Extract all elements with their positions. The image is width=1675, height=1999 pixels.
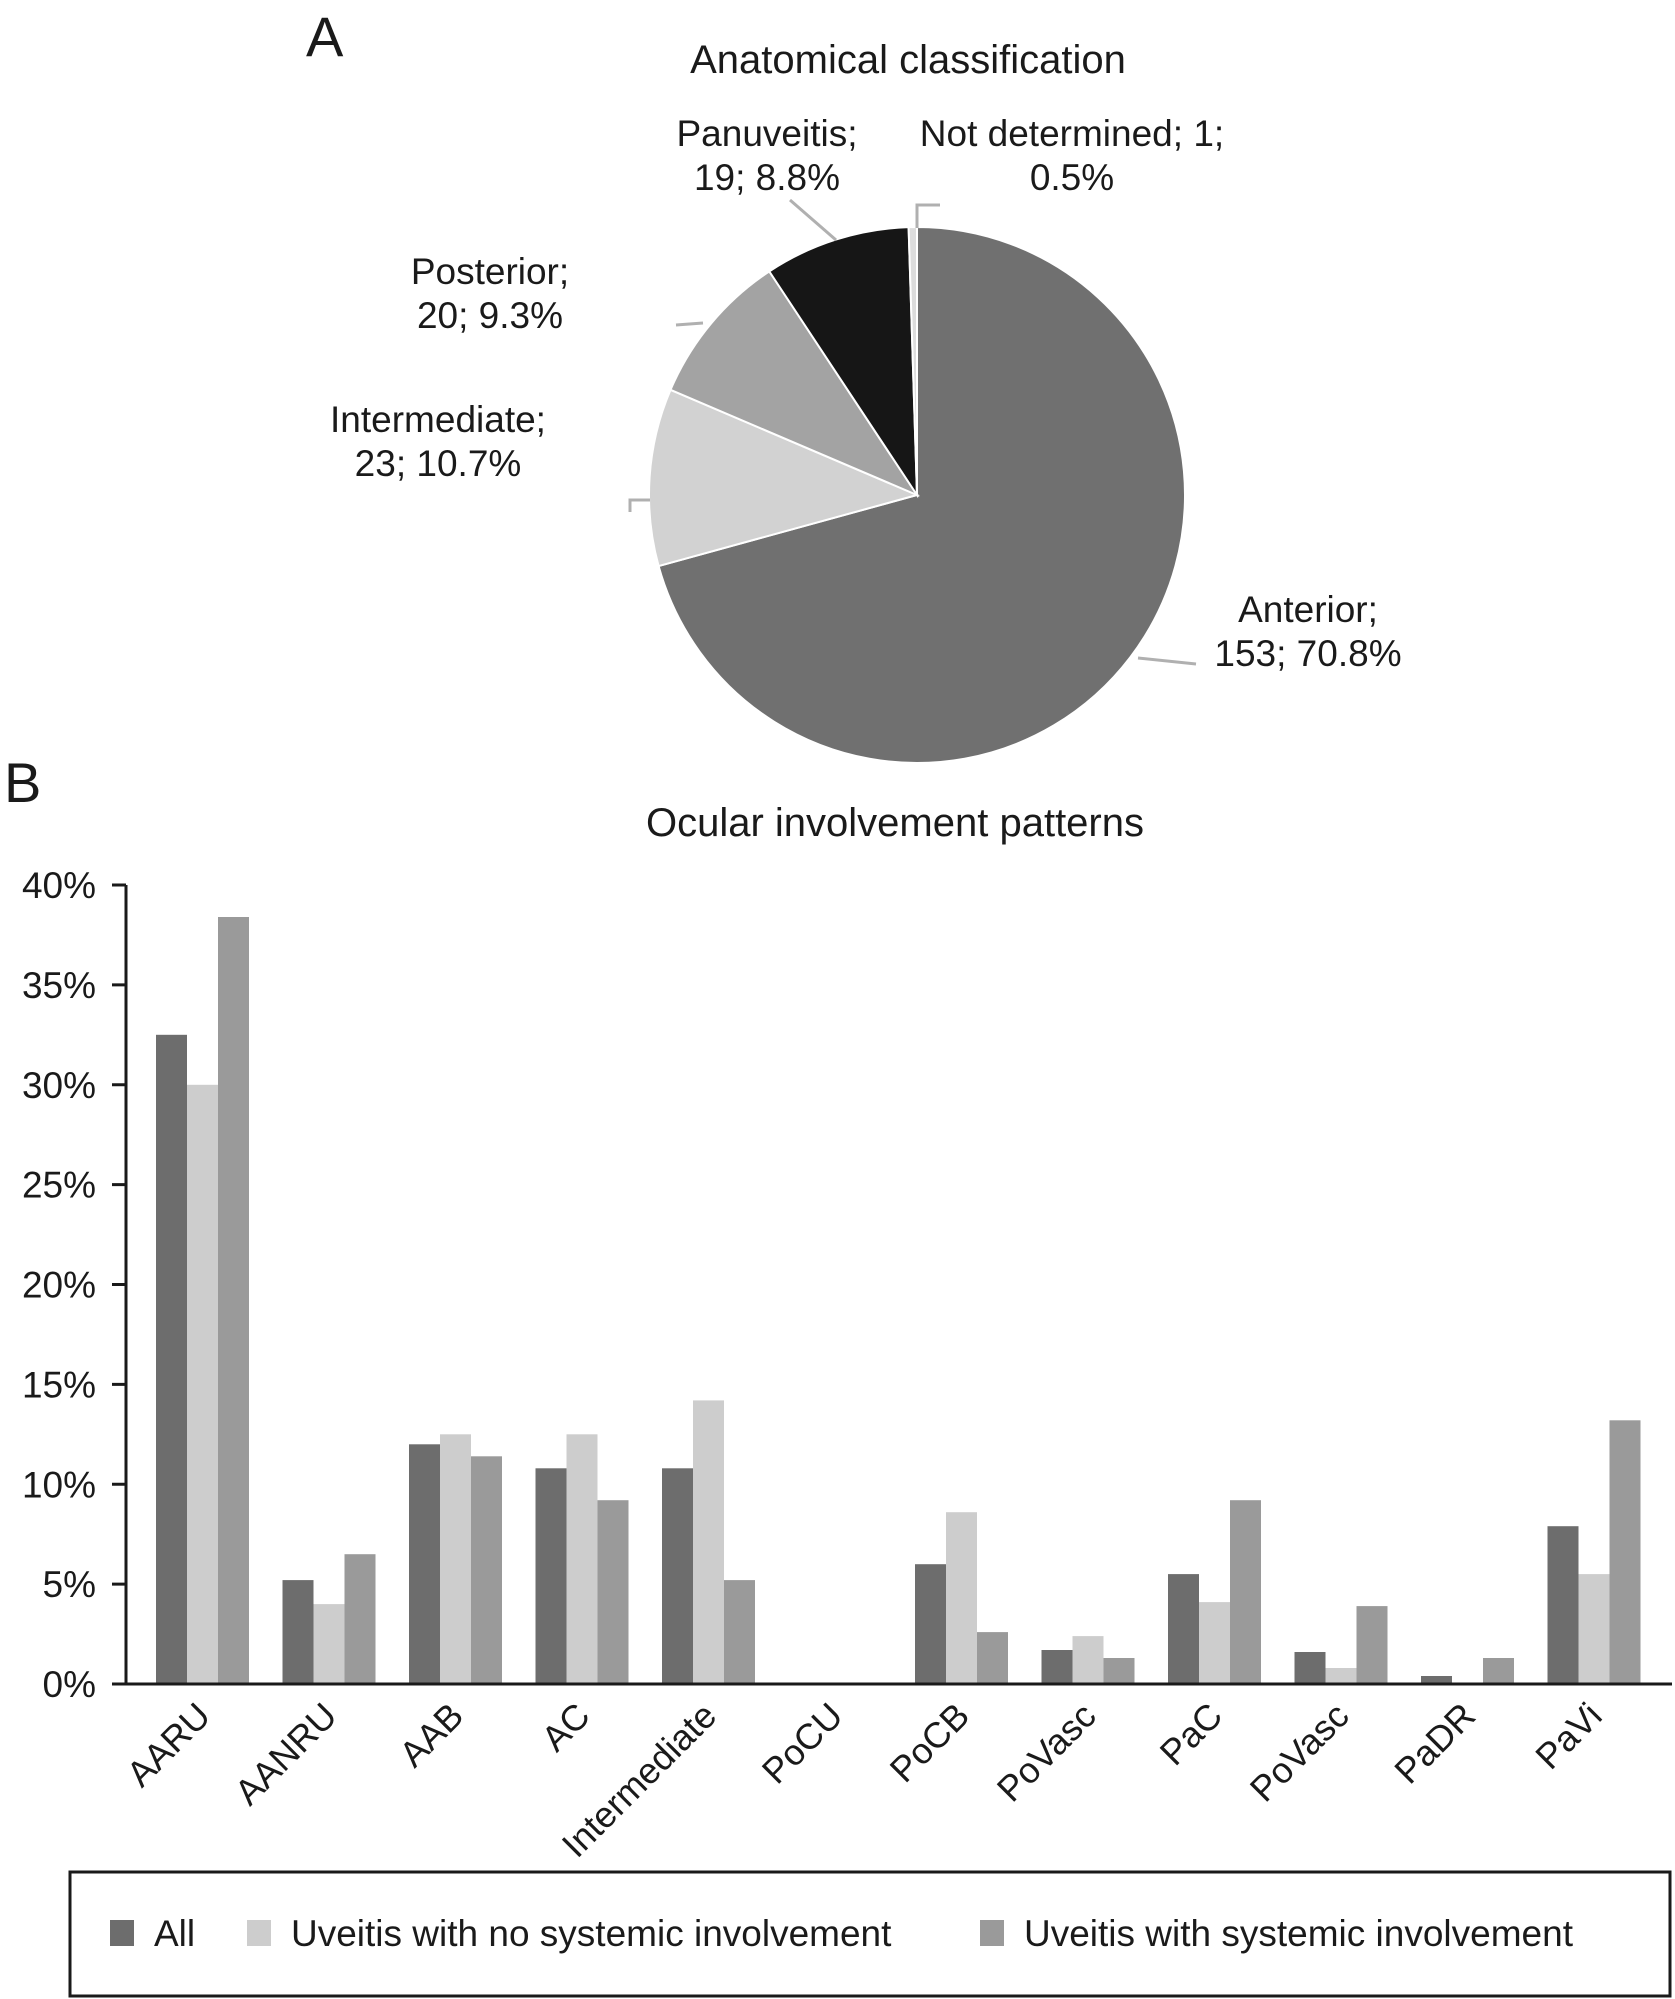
bar bbox=[313, 1604, 345, 1684]
legend-label: Uveitis with no systemic involvement bbox=[291, 1913, 892, 1954]
x-tick-label: AANRU bbox=[227, 1695, 345, 1813]
pie-chart: Anatomical classification Anterior; 153; … bbox=[330, 38, 1402, 764]
legend-label: All bbox=[154, 1913, 195, 1954]
bar-title: Ocular involvement patterns bbox=[646, 801, 1144, 845]
bar bbox=[1230, 1500, 1261, 1684]
pie-leader-line bbox=[915, 203, 940, 228]
legend-swatch bbox=[247, 1920, 271, 1946]
x-tick-label: PoVasc bbox=[1242, 1695, 1357, 1810]
pie-slice-posterior bbox=[669, 269, 920, 498]
bar bbox=[566, 1434, 598, 1684]
bar bbox=[1041, 1650, 1073, 1684]
bar bbox=[1325, 1668, 1357, 1684]
bar bbox=[1072, 1636, 1104, 1684]
legend-label: Uveitis with systemic involvement bbox=[1024, 1913, 1574, 1954]
pie-labels: Anterior; 153; 70.8% Intermediate; 23; 10.7… bbox=[330, 113, 1402, 674]
bar bbox=[1609, 1420, 1641, 1684]
bar bbox=[1547, 1526, 1579, 1684]
bar bbox=[1103, 1658, 1135, 1684]
panel-b-label: B bbox=[4, 751, 41, 814]
x-tick-label: AAB bbox=[391, 1695, 471, 1775]
y-tick-label: 20% bbox=[22, 1265, 96, 1306]
bar bbox=[1483, 1658, 1514, 1684]
y-axis-ticks: 0% 5% 10% 15% 20% 25% 30% 35% 40% bbox=[22, 865, 126, 1705]
bar bbox=[282, 1580, 314, 1684]
bar bbox=[440, 1434, 471, 1684]
bar bbox=[471, 1456, 502, 1684]
legend-swatch bbox=[110, 1920, 134, 1946]
bars bbox=[156, 917, 1641, 1685]
x-tick-label: PoVasc bbox=[989, 1695, 1104, 1810]
x-tick-label: PaDR bbox=[1386, 1695, 1483, 1792]
bar-chart: Ocular involvement patterns 0% 5% 10% 15% 20… bbox=[22, 801, 1672, 1865]
bar bbox=[1168, 1574, 1199, 1684]
bar bbox=[1199, 1602, 1230, 1684]
legend: All Uveitis with no systemic involvement U… bbox=[68, 1870, 1672, 1998]
bar bbox=[1356, 1606, 1388, 1684]
y-tick-label: 30% bbox=[22, 1065, 96, 1106]
y-tick-label: 25% bbox=[22, 1165, 96, 1206]
pie-slice-intermediate bbox=[648, 388, 921, 568]
bar bbox=[535, 1468, 567, 1684]
pie-slice-label: Posterior; 20; 9.3% bbox=[411, 251, 569, 336]
bar bbox=[1578, 1574, 1610, 1684]
bar bbox=[597, 1500, 629, 1684]
bar bbox=[1421, 1676, 1452, 1684]
bar bbox=[187, 1084, 218, 1685]
y-tick-label: 35% bbox=[22, 965, 96, 1006]
bar bbox=[156, 1034, 187, 1684]
x-tick-label: PoCU bbox=[754, 1695, 851, 1792]
bar bbox=[946, 1512, 977, 1684]
pie-title: Anatomical classification bbox=[690, 38, 1126, 82]
x-tick-label: PaC bbox=[1152, 1695, 1231, 1774]
legend-box bbox=[68, 1870, 1672, 1998]
y-tick-label: 40% bbox=[22, 865, 96, 906]
panel-a-label: A bbox=[306, 5, 344, 68]
pie-slice-label: Intermediate; 23; 10.7% bbox=[330, 399, 546, 484]
bar bbox=[1294, 1652, 1326, 1684]
bar bbox=[662, 1468, 693, 1684]
x-tick-label: PoCB bbox=[882, 1695, 977, 1790]
pie-leader-lines bbox=[628, 198, 1197, 666]
bar bbox=[977, 1632, 1008, 1684]
bar bbox=[915, 1564, 946, 1685]
pie-slice-label: Anterior; 153; 70.8% bbox=[1214, 589, 1401, 674]
y-tick-label: 15% bbox=[22, 1364, 96, 1405]
pie-slice-label: Not determined; 1; 0.5% bbox=[920, 113, 1224, 198]
y-tick-label: 10% bbox=[22, 1464, 96, 1505]
pie-slice-anterior bbox=[657, 225, 1186, 764]
pie-leader-line bbox=[1137, 656, 1197, 666]
x-tick-label: PaVi bbox=[1527, 1695, 1609, 1777]
y-tick-label: 0% bbox=[43, 1664, 96, 1705]
x-tick-label: AC bbox=[533, 1695, 597, 1759]
legend-items: All Uveitis with no systemic involvement U… bbox=[110, 1913, 1574, 1954]
y-tick-label: 5% bbox=[43, 1564, 96, 1605]
pie-slices bbox=[648, 225, 1186, 764]
bar bbox=[724, 1580, 755, 1684]
x-tick-label: AARU bbox=[118, 1695, 218, 1795]
bar bbox=[218, 917, 249, 1684]
pie-leader-line bbox=[675, 321, 704, 327]
pie-slice-label: Panuveitis; 19; 8.8% bbox=[677, 113, 858, 198]
legend-swatch bbox=[980, 1920, 1004, 1946]
pie-leader-line bbox=[628, 498, 650, 512]
bar bbox=[409, 1444, 440, 1684]
pie-leader-line bbox=[789, 198, 837, 242]
bar bbox=[693, 1400, 724, 1684]
bar bbox=[344, 1554, 376, 1684]
